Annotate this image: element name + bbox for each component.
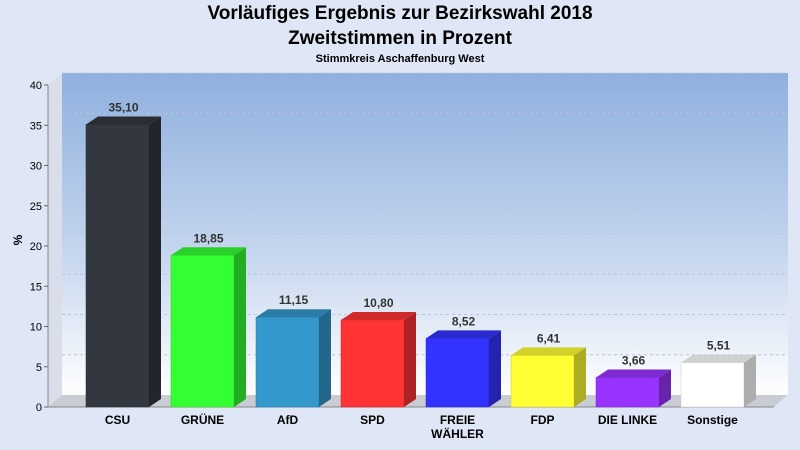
bar-value-label: 18,85 xyxy=(193,231,223,245)
bar-value-label: 8,52 xyxy=(452,314,476,328)
y-tick-label: 25 xyxy=(30,201,42,213)
bar-side xyxy=(489,330,501,407)
x-category-label: AfD xyxy=(277,413,299,427)
bar-side xyxy=(659,369,671,407)
x-category-label: Sonstige xyxy=(687,413,738,427)
bar-afd xyxy=(255,309,331,408)
bar-die-linke xyxy=(595,369,671,408)
plot-side-wall xyxy=(48,73,62,407)
bar-freie-wähler xyxy=(425,330,501,408)
bar-sonstige xyxy=(680,354,756,408)
bar-top xyxy=(681,354,756,363)
bar-top xyxy=(426,330,501,339)
bar-side xyxy=(404,312,416,407)
bar-top xyxy=(511,347,586,356)
bar-spd xyxy=(340,312,416,408)
x-category-label: DIE LINKE xyxy=(598,413,657,427)
x-category-label: WÄHLER xyxy=(431,426,484,441)
bar-top xyxy=(596,369,671,378)
x-category-label: FREIE xyxy=(440,413,475,427)
chart-district: Stimmkreis Aschaffenburg West xyxy=(315,53,485,65)
y-tick-label: 40 xyxy=(30,80,42,92)
bar-front xyxy=(425,338,490,408)
x-category-label: SPD xyxy=(360,413,385,427)
bar-front xyxy=(680,362,745,408)
bar-side xyxy=(319,309,331,407)
bar-side xyxy=(574,347,586,407)
bar-front xyxy=(595,377,660,408)
bar-fdp xyxy=(510,347,586,408)
bar-value-label: 3,66 xyxy=(622,354,646,368)
bar-value-label: 11,15 xyxy=(279,293,309,307)
y-tick-label: 5 xyxy=(36,362,42,374)
x-category-label: FDP xyxy=(531,413,555,427)
y-tick-label: 20 xyxy=(30,241,42,253)
chart-subtitle: Zweitstimmen in Prozent xyxy=(288,28,512,49)
bar-front xyxy=(85,124,150,408)
x-category-label: GRÜNE xyxy=(181,412,224,427)
bar-side xyxy=(234,247,246,407)
y-tick-label: 0 xyxy=(36,402,42,414)
bar-front xyxy=(340,319,405,408)
bar-front xyxy=(170,255,235,408)
bar-side xyxy=(149,116,161,407)
bar-front xyxy=(255,316,320,408)
y-axis-label: % xyxy=(11,234,25,245)
bar-value-label: 5,51 xyxy=(707,339,731,353)
y-tick-label: 30 xyxy=(30,161,42,173)
bar-top xyxy=(256,309,331,318)
bar-top xyxy=(171,247,246,256)
bar-value-label: 35,10 xyxy=(108,100,138,114)
bar-value-label: 10,80 xyxy=(363,296,393,310)
bar-value-label: 6,41 xyxy=(537,331,561,345)
bar-top xyxy=(341,312,416,321)
bar-top xyxy=(86,116,161,125)
bar-csu xyxy=(85,116,161,408)
chart-title: Vorläufiges Ergebnis zur Bezirkswahl 201… xyxy=(207,3,593,24)
y-tick-label: 10 xyxy=(30,322,42,334)
bar-front xyxy=(510,355,575,408)
bar-grüne xyxy=(170,247,246,408)
x-category-label: CSU xyxy=(105,413,130,427)
y-tick-label: 35 xyxy=(30,120,42,132)
y-tick-label: 15 xyxy=(30,281,42,293)
bar-side xyxy=(744,354,756,407)
